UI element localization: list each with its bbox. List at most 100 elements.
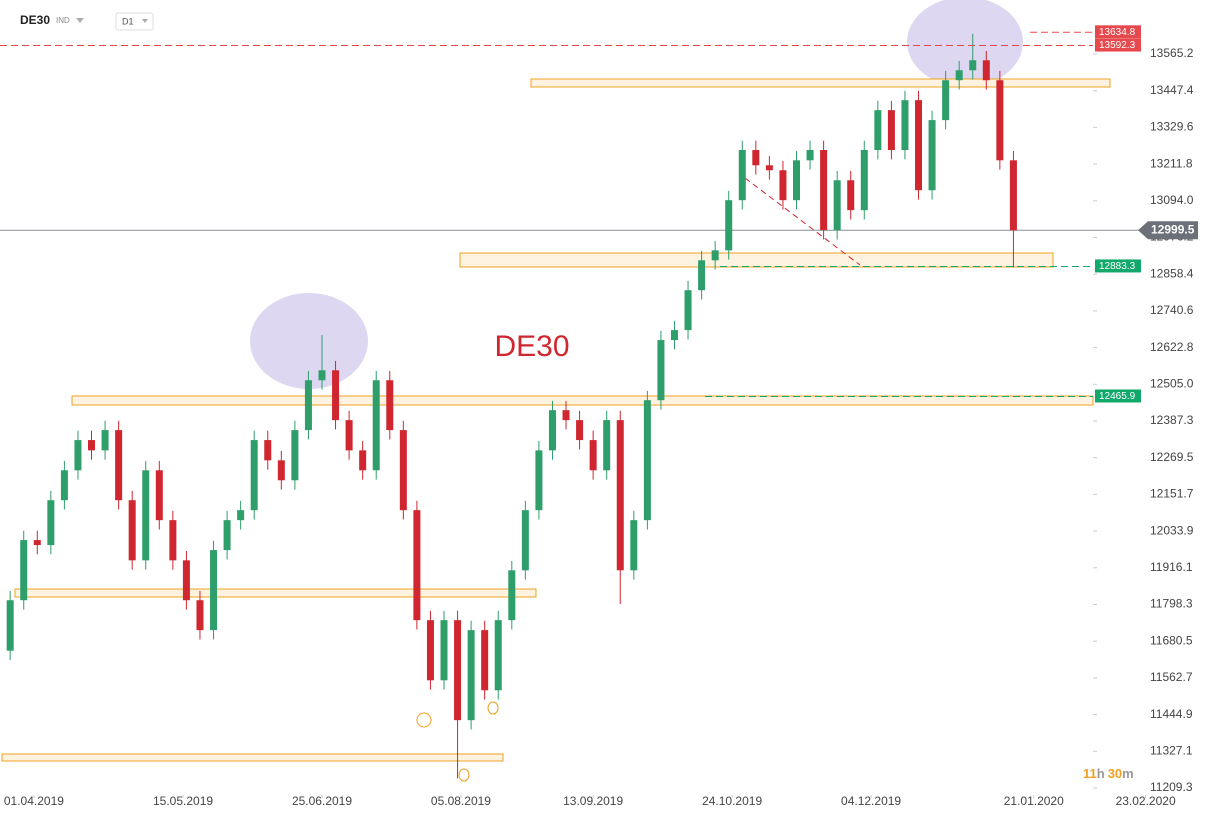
x-tick-label: 15.05.2019: [153, 794, 213, 808]
candle-body: [250, 440, 258, 511]
y-tick-label: 12387.3: [1150, 413, 1194, 427]
timer-unit: h: [1097, 766, 1105, 781]
y-tick-label: 12033.9: [1150, 523, 1194, 537]
candle-body: [752, 150, 760, 166]
candle-body: [765, 165, 773, 171]
candle-body: [806, 150, 814, 161]
dropdown-arrow[interactable]: [76, 18, 84, 23]
candle-body: [792, 160, 800, 201]
y-tick-label: 11209.3: [1150, 780, 1193, 794]
candle-body: [237, 510, 245, 521]
marker: [487, 701, 499, 715]
candle-body: [88, 440, 96, 451]
candle-body: [521, 510, 529, 571]
candle-body: [508, 570, 516, 621]
candle-body: [860, 150, 868, 211]
candle-body: [223, 520, 231, 551]
candle-body: [887, 110, 895, 151]
candle-body: [996, 80, 1004, 161]
candle-body: [372, 380, 380, 471]
instrument-type: IND: [56, 16, 70, 25]
candle-body: [345, 420, 353, 451]
y-tick-label: 11916.1: [1150, 560, 1193, 574]
current-price-box: [1138, 221, 1198, 240]
y-tick-label: 13565.2: [1150, 46, 1194, 60]
candle-body: [6, 600, 14, 651]
candle-body: [332, 370, 340, 421]
candle-body: [386, 380, 394, 431]
y-tick-label: 13447.4: [1150, 83, 1194, 97]
x-tick-label: 25.06.2019: [292, 794, 352, 808]
candle-body: [643, 400, 651, 521]
candle-body: [711, 250, 719, 261]
timer-hours: 11: [1083, 766, 1097, 781]
dropdown-arrow[interactable]: [142, 19, 148, 23]
y-tick-label: 12505.0: [1150, 376, 1194, 390]
level-label: 13634.8: [1099, 27, 1136, 38]
candle-body: [440, 620, 448, 681]
candle-body: [874, 110, 882, 151]
marker: [458, 768, 470, 782]
candle-body: [291, 430, 299, 481]
candle-body: [698, 260, 706, 291]
candle-body: [616, 420, 624, 571]
zone: [1, 753, 504, 762]
level-label: 12465.9: [1099, 391, 1136, 402]
candle-body: [413, 510, 421, 621]
candle-body: [915, 100, 923, 191]
candle-body: [277, 460, 285, 481]
y-tick-label: 12740.6: [1150, 303, 1194, 317]
interval-select[interactable]: [115, 12, 154, 31]
y-tick-label: 11327.1: [1150, 743, 1193, 757]
candle-body: [955, 70, 963, 81]
candle-body: [169, 520, 177, 561]
candle-body: [820, 150, 828, 231]
interval[interactable]: D1: [122, 16, 134, 26]
marker: [416, 712, 432, 728]
candle-body: [738, 150, 746, 201]
candle-body: [725, 200, 733, 251]
timer: 11h 30m: [1083, 766, 1134, 781]
y-tick-label: 12858.4: [1150, 266, 1194, 280]
candle-body: [115, 430, 123, 501]
level-label-box: [1095, 389, 1141, 403]
candle-body: [155, 470, 163, 521]
candle-body: [535, 450, 543, 511]
level-label-box: [1095, 259, 1141, 273]
candle-body: [942, 80, 950, 121]
y-tick-label: 11680.5: [1150, 633, 1193, 647]
y-tick-label: 12151.7: [1150, 487, 1194, 501]
candle-body: [304, 380, 312, 431]
level-label: 12883.3: [1099, 261, 1136, 272]
candle-body: [467, 630, 475, 721]
candle-body: [481, 630, 489, 691]
candle-body: [901, 100, 909, 151]
candle-body: [562, 410, 570, 421]
y-tick-label: 13329.6: [1150, 120, 1194, 134]
y-tick-label: 13094.0: [1150, 193, 1194, 207]
candle-body: [128, 500, 136, 561]
candle-body: [576, 420, 584, 441]
candle-body: [210, 550, 218, 631]
candle-body: [847, 180, 855, 211]
candle-body: [779, 170, 787, 201]
candle-body: [1009, 160, 1017, 231]
candle-body: [196, 600, 204, 631]
candle-body: [318, 370, 326, 381]
x-tick-label: 13.09.2019: [563, 794, 623, 808]
annotations: [1, 0, 1111, 782]
y-tick-label: 12269.5: [1150, 450, 1194, 464]
x-tick-label: 04.12.2019: [841, 794, 901, 808]
candle-body: [399, 430, 407, 511]
symbol[interactable]: DE30: [20, 13, 50, 27]
candle-body: [74, 440, 82, 471]
highlight-ellipse: [250, 293, 368, 389]
x-tick-label: 21.01.2020: [1004, 794, 1064, 808]
zone: [530, 78, 1111, 88]
highlight-ellipse: [907, 0, 1023, 87]
chart-annotation: DE30: [494, 330, 569, 363]
candle-body: [426, 620, 434, 681]
y-tick-label: 13211.8: [1150, 156, 1193, 170]
